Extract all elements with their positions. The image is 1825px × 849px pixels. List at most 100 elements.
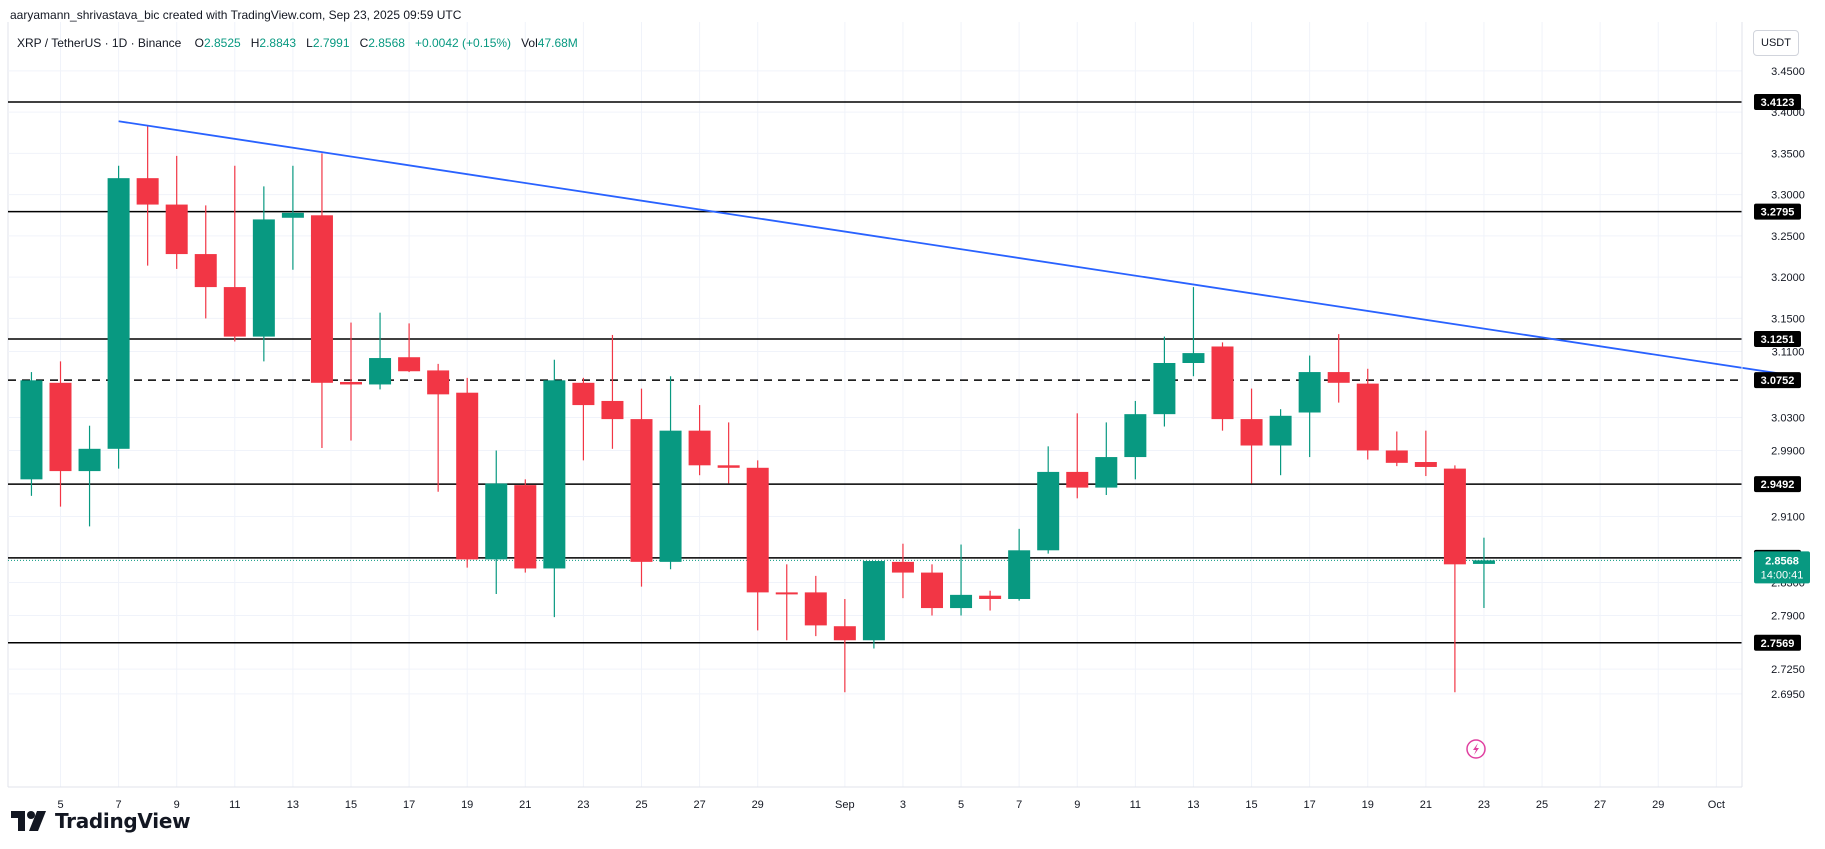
candle-body[interactable]	[1385, 450, 1408, 463]
candle[interactable]	[281, 165, 304, 270]
candle[interactable]	[921, 564, 943, 616]
candle-body[interactable]	[543, 380, 566, 569]
candle-body[interactable]	[427, 370, 450, 395]
candle[interactable]	[1211, 342, 1234, 431]
candle[interactable]	[833, 598, 856, 693]
candle[interactable]	[223, 165, 246, 342]
candle-body[interactable]	[950, 594, 973, 609]
candle[interactable]	[1298, 355, 1321, 458]
candle-body[interactable]	[1008, 550, 1031, 599]
candle[interactable]	[1182, 287, 1205, 377]
candle[interactable]	[601, 334, 624, 449]
candle[interactable]	[136, 126, 159, 266]
candle[interactable]	[1385, 431, 1408, 467]
candle-body[interactable]	[1356, 383, 1379, 451]
candle-body[interactable]	[136, 178, 159, 205]
candle-body[interactable]	[979, 595, 1002, 599]
candle-body[interactable]	[775, 592, 798, 595]
candle[interactable]	[1269, 409, 1292, 476]
tradingview-logo[interactable]: TradingView	[11, 808, 191, 834]
candle[interactable]	[369, 312, 392, 390]
candle-body[interactable]	[1211, 346, 1234, 420]
candle[interactable]	[20, 372, 43, 496]
candle[interactable]	[1414, 430, 1437, 477]
candle[interactable]	[630, 388, 653, 587]
candle-body[interactable]	[833, 626, 856, 641]
candle-body[interactable]	[1240, 419, 1263, 446]
candle[interactable]	[543, 359, 566, 618]
candle-body[interactable]	[165, 204, 188, 255]
candle-body[interactable]	[891, 561, 914, 573]
candle-body[interactable]	[514, 485, 537, 569]
candle-body[interactable]	[398, 357, 421, 372]
candle[interactable]	[456, 377, 479, 568]
candle-body[interactable]	[369, 358, 392, 385]
candle[interactable]	[1095, 422, 1118, 496]
candle[interactable]	[310, 153, 333, 448]
candle[interactable]	[1037, 446, 1060, 554]
candle[interactable]	[427, 363, 450, 492]
candle[interactable]	[485, 450, 508, 595]
candle[interactable]	[1008, 528, 1031, 601]
candle[interactable]	[862, 561, 885, 649]
candle[interactable]	[1066, 413, 1089, 499]
candles[interactable]	[20, 126, 1495, 693]
candle-body[interactable]	[804, 592, 827, 626]
candle[interactable]	[398, 323, 421, 373]
descending-trendline[interactable]	[118, 120, 1790, 376]
candle-body[interactable]	[1066, 471, 1089, 488]
candle[interactable]	[1240, 388, 1263, 484]
candle-body[interactable]	[485, 483, 508, 560]
candle-body[interactable]	[1298, 372, 1321, 413]
candle[interactable]	[49, 361, 72, 507]
candle-body[interactable]	[921, 572, 943, 609]
candle-body[interactable]	[281, 212, 304, 218]
candle-body[interactable]	[1182, 353, 1205, 363]
candle-body[interactable]	[1269, 415, 1292, 446]
candle[interactable]	[194, 205, 217, 319]
candle-body[interactable]	[862, 561, 885, 641]
candle-body[interactable]	[1124, 414, 1147, 458]
candle[interactable]	[950, 544, 973, 616]
lightning-icon[interactable]	[1466, 739, 1486, 759]
candle-body[interactable]	[1472, 560, 1495, 564]
candle-body[interactable]	[223, 287, 246, 337]
candle[interactable]	[1153, 336, 1176, 427]
currency-unit-button[interactable]: USDT	[1753, 30, 1799, 56]
candle-body[interactable]	[78, 448, 101, 472]
candle[interactable]	[659, 376, 682, 570]
candle[interactable]	[804, 575, 827, 637]
candle-body[interactable]	[107, 178, 130, 449]
candle-body[interactable]	[20, 380, 43, 480]
candle[interactable]	[165, 155, 188, 269]
candle-body[interactable]	[1153, 362, 1176, 415]
candle-body[interactable]	[1037, 471, 1060, 551]
candle[interactable]	[1472, 537, 1495, 608]
candle-body[interactable]	[49, 382, 72, 472]
candle-body[interactable]	[601, 400, 624, 420]
candle[interactable]	[1443, 465, 1466, 693]
candle[interactable]	[891, 543, 914, 599]
candle-body[interactable]	[746, 467, 769, 593]
candle[interactable]	[340, 322, 362, 441]
symbol-name[interactable]: XRP / TetherUS · 1D · Binance	[17, 36, 182, 50]
candle[interactable]	[717, 422, 740, 484]
trendline-layer[interactable]	[118, 120, 1790, 376]
candle[interactable]	[514, 479, 537, 573]
candle-body[interactable]	[340, 381, 362, 385]
candle-body[interactable]	[252, 219, 275, 337]
candle-body[interactable]	[659, 430, 682, 562]
candle[interactable]	[746, 460, 769, 631]
candle-body[interactable]	[630, 419, 653, 562]
candle[interactable]	[979, 590, 1002, 611]
candle[interactable]	[688, 405, 711, 476]
candle-body[interactable]	[194, 254, 217, 288]
candle[interactable]	[78, 425, 101, 527]
candle[interactable]	[1124, 400, 1147, 480]
candle-body[interactable]	[1327, 372, 1350, 383]
axes[interactable]: 3.4500 3.4000 3.3500 3.3000 3.2500 3.2000 3.15…	[8, 22, 1805, 811]
candle[interactable]	[572, 377, 595, 461]
candle-body[interactable]	[717, 465, 740, 468]
candle-body[interactable]	[1414, 462, 1437, 467]
